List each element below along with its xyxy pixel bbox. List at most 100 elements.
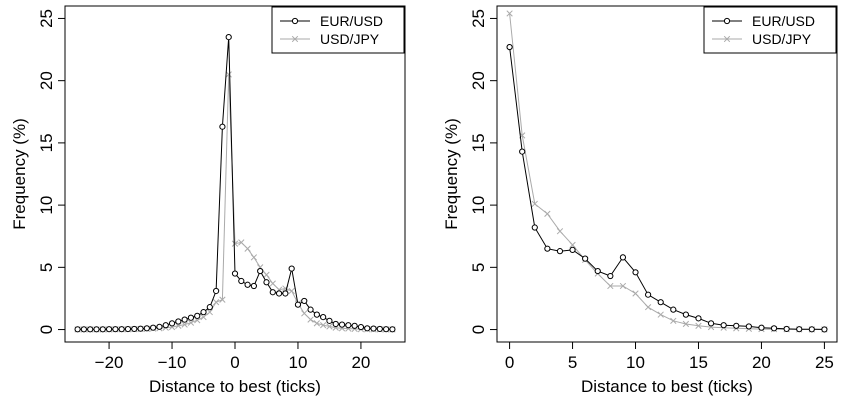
data-point <box>389 326 396 333</box>
data-point <box>187 314 195 321</box>
data-point <box>244 281 251 288</box>
y-tick-label: 15 <box>469 133 488 152</box>
legend-label: EUR/USD <box>752 13 815 29</box>
data-point <box>294 301 302 308</box>
legend-box <box>703 6 837 54</box>
legend-label: EUR/USD <box>320 13 383 29</box>
data-point <box>556 248 564 255</box>
data-point <box>187 319 195 326</box>
series-line <box>77 37 393 330</box>
series-line <box>509 13 825 330</box>
data-point <box>619 254 627 261</box>
x-tick-label: 20 <box>752 353 771 372</box>
data-point <box>733 322 740 329</box>
legend-marker <box>723 35 731 43</box>
data-point <box>544 210 551 217</box>
data-point <box>269 289 276 296</box>
data-point <box>250 282 257 290</box>
series-line <box>77 74 393 330</box>
data-point <box>301 297 308 305</box>
data-point <box>707 320 715 327</box>
data-point <box>124 325 132 333</box>
data-point <box>645 291 652 298</box>
legend-marker <box>291 35 299 43</box>
data-point <box>238 239 245 246</box>
data-point <box>670 317 677 324</box>
x-tick-label: 0 <box>230 353 239 372</box>
data-point <box>338 321 346 328</box>
data-point <box>695 315 702 322</box>
x-tick-label: 5 <box>568 353 577 372</box>
data-point <box>632 269 639 276</box>
y-tick-label: 0 <box>469 325 488 334</box>
data-point <box>150 324 157 331</box>
data-point <box>244 245 251 252</box>
data-point <box>194 312 201 319</box>
data-point <box>200 309 207 316</box>
data-point <box>301 310 308 317</box>
data-point <box>607 272 614 280</box>
data-point <box>99 326 106 333</box>
data-point <box>670 306 677 313</box>
data-point <box>682 320 690 328</box>
data-point <box>376 325 383 333</box>
data-point <box>506 10 513 17</box>
data-point <box>544 245 551 252</box>
data-point <box>212 299 220 306</box>
data-point <box>556 228 564 235</box>
data-point <box>307 316 314 323</box>
data-point <box>644 304 652 311</box>
data-point <box>357 323 365 331</box>
data-point <box>307 306 314 313</box>
legend-marker <box>291 17 299 25</box>
data-point <box>288 265 295 272</box>
data-point <box>263 271 270 278</box>
data-point <box>93 326 100 333</box>
data-point <box>269 280 276 287</box>
legend-box <box>271 6 405 54</box>
data-point <box>225 71 232 78</box>
y-tick-label: 25 <box>37 9 56 28</box>
chart-right: 0 5 10 15 20 25 0 5 10 15 20 25 Distance to best (ti… <box>442 5 838 396</box>
y-tick-label: 5 <box>469 263 488 272</box>
data-point <box>118 326 125 333</box>
data-point <box>219 296 226 303</box>
y-tick-label: 15 <box>37 133 56 152</box>
data-point <box>770 325 778 332</box>
data-point <box>531 200 538 208</box>
y-tick-label: 10 <box>37 196 56 215</box>
data-point <box>313 311 320 318</box>
data-point <box>332 320 339 328</box>
data-point <box>87 326 94 333</box>
data-point <box>720 322 727 329</box>
data-point <box>275 290 283 297</box>
data-point <box>156 323 163 330</box>
data-point <box>206 304 213 311</box>
data-point <box>263 279 270 286</box>
data-point <box>783 325 790 333</box>
data-point <box>105 326 113 333</box>
data-point <box>383 326 390 333</box>
data-point <box>250 254 258 261</box>
x-tick-label: 15 <box>689 353 708 372</box>
data-point <box>326 317 333 324</box>
data-point <box>288 287 295 295</box>
y-tick-label: 0 <box>37 325 56 334</box>
data-point <box>181 321 188 328</box>
data-point <box>131 325 138 333</box>
data-point <box>231 270 239 277</box>
data-point <box>238 277 245 285</box>
data-point <box>607 282 614 290</box>
data-point <box>531 224 538 231</box>
x-tick-label: −10 <box>158 353 187 372</box>
series-line <box>509 47 825 330</box>
x-tick-label: 10 <box>289 353 308 372</box>
data-point <box>200 313 207 321</box>
data-point <box>758 324 765 331</box>
legend-label: USD/JPY <box>752 31 812 47</box>
data-point <box>351 322 358 329</box>
y-axis-title: Frequency (%) <box>442 118 461 229</box>
data-point <box>370 325 377 332</box>
x-tick-label: 0 <box>505 353 514 372</box>
data-point <box>569 241 576 249</box>
